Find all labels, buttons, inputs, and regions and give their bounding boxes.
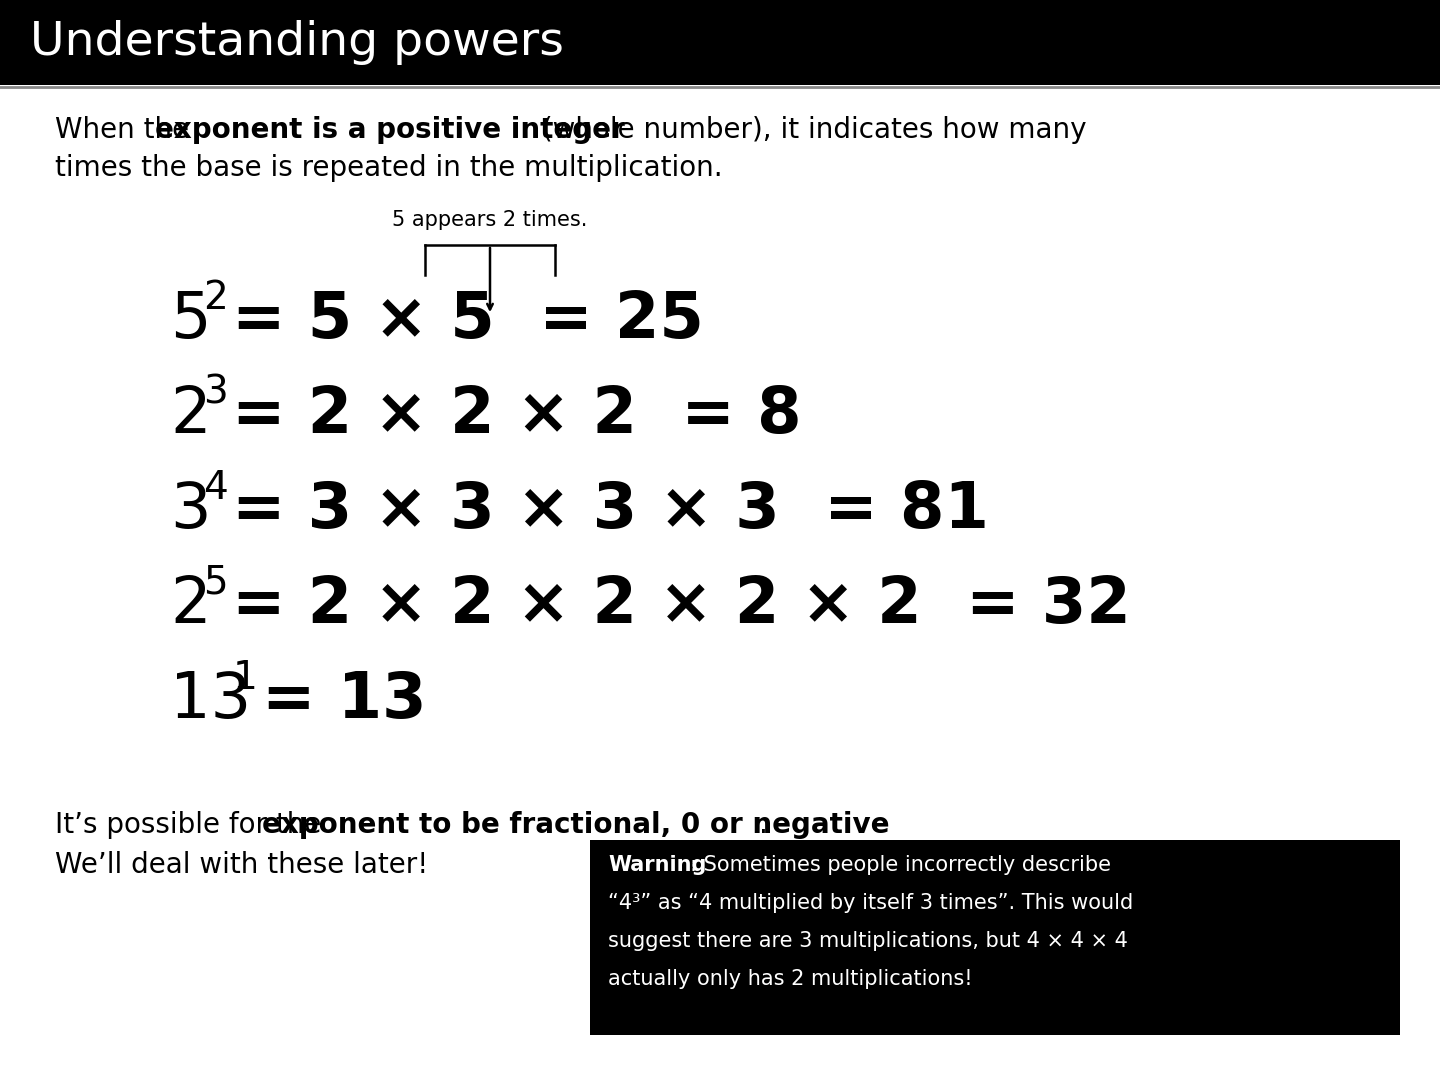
Text: 1: 1 [233,659,258,697]
Text: actually only has 2 multiplications!: actually only has 2 multiplications! [608,969,972,989]
Text: .: . [759,811,768,839]
Text: It’s possible for the: It’s possible for the [55,811,330,839]
Bar [0,0,1440,85]
Text: exponent to be fractional, 0 or negative: exponent to be fractional, 0 or negative [262,811,890,839]
Text: = 3 × 3 × 3 × 3  = 81: = 3 × 3 × 3 × 3 = 81 [232,480,989,541]
Text: = 5 × 5  = 25: = 5 × 5 = 25 [232,289,704,351]
Text: : Sometimes people incorrectly describe: : Sometimes people incorrectly describe [690,855,1112,875]
Text: 3: 3 [203,374,228,411]
Text: = 2 × 2 × 2  = 8: = 2 × 2 × 2 = 8 [232,384,802,446]
Text: 2: 2 [170,384,210,446]
Text: suggest there are 3 multiplications, but 4 × 4 × 4: suggest there are 3 multiplications, but… [608,931,1128,951]
Text: Warning: Warning [608,855,707,875]
Text: Understanding powers: Understanding powers [30,21,564,65]
Text: (whole number), it indicates how many: (whole number), it indicates how many [533,116,1087,144]
Text: We’ll deal with these later!: We’ll deal with these later! [55,851,428,879]
Text: 5: 5 [203,564,228,602]
Bar [590,840,1400,1035]
Text: 2: 2 [203,279,228,318]
Text: 4: 4 [203,469,228,507]
Text: = 13: = 13 [262,669,426,731]
Text: When the: When the [55,116,199,144]
Text: “4³” as “4 multiplied by itself 3 times”. This would: “4³” as “4 multiplied by itself 3 times”… [608,893,1133,913]
Text: = 2 × 2 × 2 × 2 × 2  = 32: = 2 × 2 × 2 × 2 × 2 = 32 [232,573,1130,636]
Text: 13: 13 [170,669,251,731]
Text: 3: 3 [170,480,210,541]
Text: times the base is repeated in the multiplication.: times the base is repeated in the multip… [55,154,723,183]
Text: 5: 5 [170,289,210,351]
Text: exponent is a positive integer: exponent is a positive integer [156,116,625,144]
Text: 2: 2 [170,573,210,636]
Text: 5 appears 2 times.: 5 appears 2 times. [392,210,588,230]
